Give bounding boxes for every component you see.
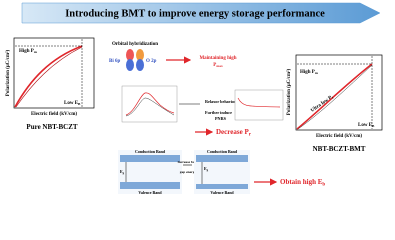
label: Low EB — [358, 123, 375, 128]
y-label: Polarization (μC/cm²) — [5, 49, 11, 96]
curve — [14, 45, 83, 108]
x-label: Electric field (kV/cm) — [316, 134, 362, 139]
curve — [125, 92, 175, 116]
label: Obtain high Eb — [280, 178, 325, 188]
label: Valence Band — [210, 190, 234, 195]
label: Eg — [204, 166, 209, 172]
label: Maintaining high — [199, 56, 236, 61]
band-section: Conduction Band Valence Band Eg Increase… — [118, 149, 325, 195]
orbital — [126, 59, 134, 71]
label: gap energy — [180, 170, 197, 174]
band — [196, 155, 248, 162]
label: Orbital hybridization — [112, 42, 158, 47]
caption: NBT-BCZT-BMT — [313, 145, 366, 153]
left-plot: High Pm Low EB Polarization (μC/cm²) Ele… — [5, 37, 95, 131]
curve — [125, 97, 175, 117]
band — [120, 155, 180, 162]
x-label: Electric field (kV/cm) — [31, 112, 77, 117]
label: PNRS — [215, 116, 227, 121]
label: Ultra low Pr — [310, 94, 335, 113]
curve — [297, 64, 373, 130]
title-banner — [21, 2, 381, 24]
label: O 2p — [146, 59, 157, 64]
y-label: Polarization (μC/cm²) — [286, 68, 292, 115]
band — [196, 184, 248, 189]
inset-graph — [121, 85, 178, 123]
band — [120, 182, 180, 189]
caption: Pure NBT-BCZT — [26, 123, 77, 131]
label: Further induce — [205, 110, 232, 115]
label: Pmax — [213, 63, 223, 68]
orbital — [136, 59, 144, 71]
page: Introducing BMT to improve energy storag… — [5, 2, 383, 195]
label: High Pm — [19, 49, 37, 54]
curve — [237, 97, 281, 108]
graphical-abstract: Introducing BMT to improve energy storag… — [5, 2, 383, 195]
inset-graph — [234, 89, 284, 121]
label: Conduction Band — [135, 149, 166, 154]
orbital-section: Orbital hybridization Bi 6p O 2p Maintai… — [109, 42, 237, 71]
plot-frame — [295, 54, 383, 131]
label: Low EB — [64, 101, 81, 106]
label: Decrease Pr — [216, 128, 252, 138]
label: Eg — [120, 169, 125, 175]
orbital — [136, 49, 144, 61]
label: Relaxor behavior — [205, 99, 236, 104]
label: Valence Band — [138, 190, 162, 195]
orbital — [126, 49, 134, 61]
right-plot: High Pm Ultra low Pr Low EB Polarization… — [286, 54, 383, 153]
label: Conduction Band — [207, 149, 238, 154]
curve — [15, 46, 83, 108]
curve — [296, 63, 373, 130]
plot-frame — [13, 37, 95, 109]
relaxor-section: Relaxor behavior Further induce PNRS Dec… — [121, 85, 284, 138]
label: Increase band — [177, 160, 198, 164]
label: High Pm — [300, 70, 318, 75]
label: Bi 6p — [109, 59, 120, 64]
title: Introducing BMT to improve energy storag… — [65, 9, 325, 20]
